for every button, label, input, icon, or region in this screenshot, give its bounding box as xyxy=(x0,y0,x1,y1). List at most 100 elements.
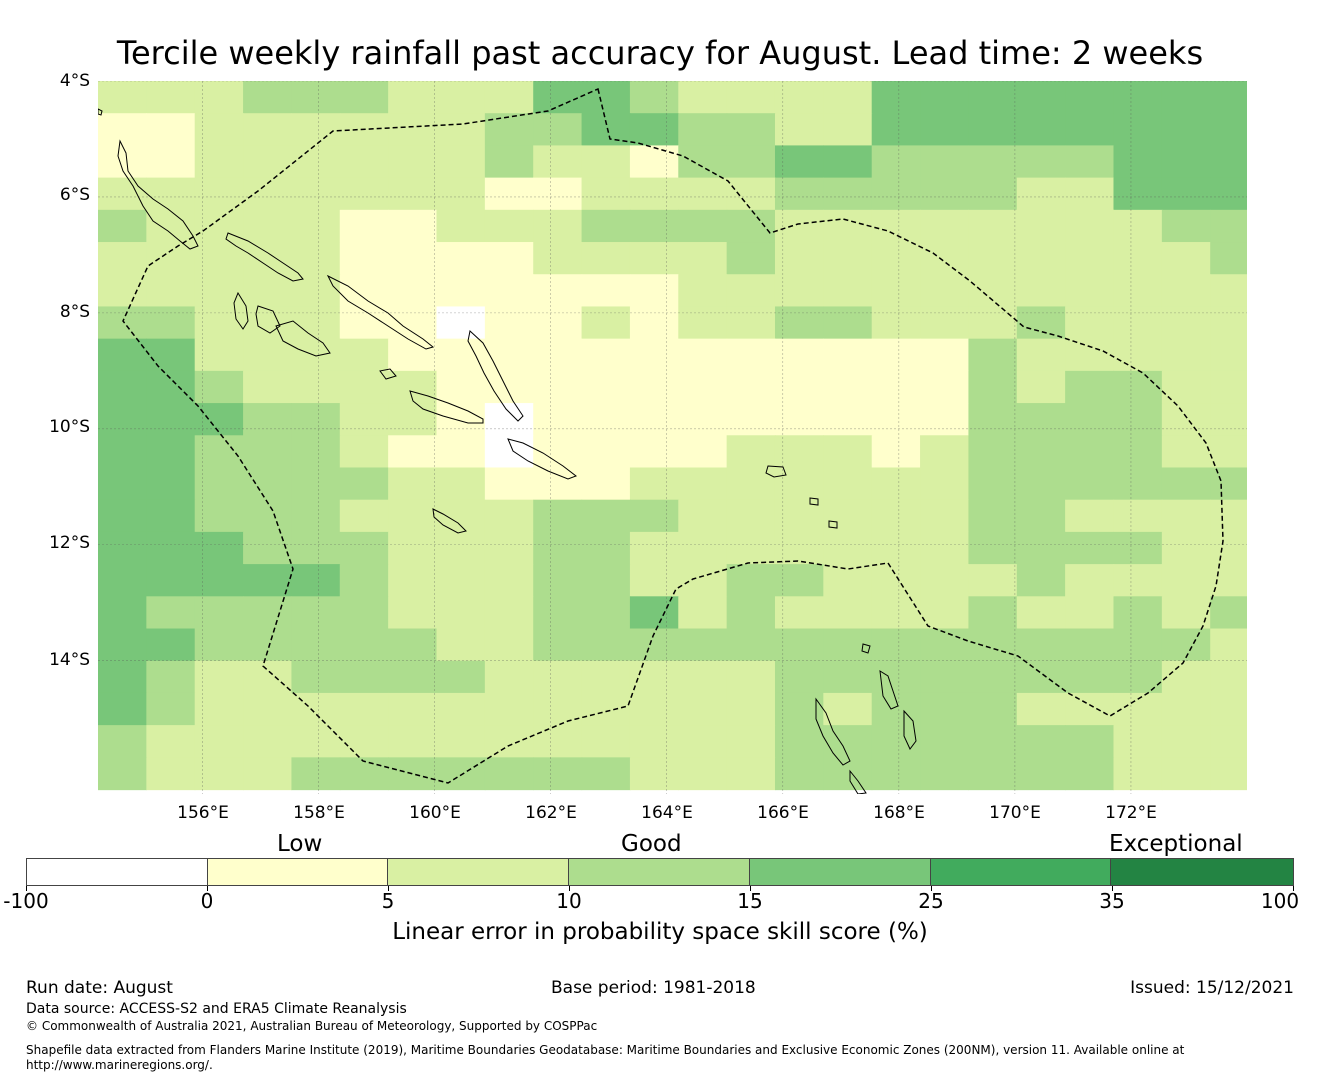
grid-cell xyxy=(339,306,389,340)
grid-cell xyxy=(339,338,389,372)
grid-cell xyxy=(1065,564,1115,597)
grid-cell xyxy=(581,209,631,243)
grid-cell xyxy=(436,338,486,372)
grid-cell xyxy=(629,306,679,340)
grid-cell xyxy=(339,499,389,533)
grid-cell xyxy=(1065,274,1115,308)
grid-cell xyxy=(1016,177,1066,211)
grid-cell xyxy=(146,725,196,758)
grid-cell xyxy=(533,499,583,533)
grid-cell xyxy=(146,177,196,211)
grid-cell xyxy=(629,177,679,211)
grid-cell xyxy=(484,81,534,114)
grid-cell xyxy=(920,628,970,662)
grid-cell xyxy=(774,531,824,565)
grid-cell xyxy=(1210,242,1247,275)
grid-cell xyxy=(726,499,776,533)
grid-cell xyxy=(388,338,438,372)
grid-cell xyxy=(1065,596,1115,630)
grid-cell xyxy=(726,338,776,372)
grid-cell xyxy=(1065,113,1115,147)
grid-cell xyxy=(194,306,244,340)
grid-cell xyxy=(388,757,438,791)
grid-cell xyxy=(291,81,341,114)
grid-cell xyxy=(194,467,244,501)
page-title: Tercile weekly rainfall past accuracy fo… xyxy=(116,34,1204,72)
coast-rennell xyxy=(432,508,467,534)
grid-cell xyxy=(1161,660,1211,694)
grid-cell xyxy=(968,757,1018,791)
grid-cell xyxy=(871,596,921,630)
lon-label-168e: 168°E xyxy=(873,803,925,823)
grid-cell xyxy=(823,274,873,308)
legend-category-low: Low xyxy=(277,831,323,857)
grid-cell xyxy=(243,242,293,275)
grid-cell xyxy=(1016,370,1066,404)
lat-label-14s: 14°S xyxy=(49,650,90,670)
grid-cell xyxy=(968,209,1018,243)
grid-cell xyxy=(194,628,244,662)
lat-label-6s: 6°S xyxy=(59,185,90,205)
grid-cell xyxy=(194,403,244,436)
grid-cell xyxy=(1016,145,1066,179)
grid-cell xyxy=(533,306,583,340)
grid-cell xyxy=(339,564,389,597)
grid-cell xyxy=(339,370,389,404)
grid-cell xyxy=(484,177,534,211)
grid-cell xyxy=(1065,757,1115,791)
grid-cell xyxy=(823,628,873,662)
shapefile-url: http://www.marineregions.org/. xyxy=(26,1058,213,1072)
grid-cell xyxy=(678,81,728,114)
grid-cell xyxy=(388,403,438,436)
grid-cell xyxy=(678,692,728,726)
grid-cell xyxy=(146,564,196,597)
colorbar xyxy=(26,858,1294,886)
colorbar-tick-label: 15 xyxy=(737,889,763,913)
grid-cell xyxy=(194,757,244,791)
grid-cell xyxy=(1210,403,1247,436)
lon-label-156e: 156°E xyxy=(177,803,229,823)
grid-cell xyxy=(968,274,1018,308)
grid-cell xyxy=(726,370,776,404)
grid-cell xyxy=(629,531,679,565)
grid-cell xyxy=(920,113,970,147)
grid-cell xyxy=(920,338,970,372)
grid-cell xyxy=(678,209,728,243)
grid-cell xyxy=(774,370,824,404)
grid-cell xyxy=(291,757,341,791)
grid-cell xyxy=(533,531,583,565)
grid-cell xyxy=(726,145,776,179)
grid-cell xyxy=(1113,499,1163,533)
grid-cell xyxy=(581,370,631,404)
colorbar-tickmark xyxy=(931,886,932,891)
grid-cell xyxy=(291,435,341,469)
grid-cell xyxy=(98,306,147,340)
shapefile-credit: Shapefile data extracted from Flanders M… xyxy=(26,1043,1185,1057)
grid-cell xyxy=(823,209,873,243)
grid-cell xyxy=(774,725,824,758)
coast-santa-isabel xyxy=(326,274,435,350)
grid-cell xyxy=(243,757,293,791)
grid-cell xyxy=(146,660,196,694)
grid-cell xyxy=(920,306,970,340)
coast-vanuatu-efate xyxy=(903,709,917,750)
grid-cell xyxy=(629,338,679,372)
grid-cell xyxy=(388,306,438,340)
grid-cell xyxy=(1113,306,1163,340)
grid-cell xyxy=(678,564,728,597)
grid-cell xyxy=(194,660,244,694)
colorbar-tick-label: 35 xyxy=(1099,889,1125,913)
grid-cell xyxy=(484,725,534,758)
grid-cell xyxy=(629,274,679,308)
grid-cell xyxy=(98,725,147,758)
grid-cell xyxy=(726,628,776,662)
grid-cell xyxy=(823,531,873,565)
grid-cell xyxy=(1161,177,1211,211)
legend-category-exceptional: Exceptional xyxy=(1109,831,1243,857)
colorbar-segment xyxy=(388,859,570,885)
grid-cell xyxy=(726,692,776,726)
legend-category-good: Good xyxy=(621,831,682,857)
grid-cell xyxy=(1161,403,1211,436)
grid-cell xyxy=(1161,531,1211,565)
grid-cell xyxy=(533,113,583,147)
